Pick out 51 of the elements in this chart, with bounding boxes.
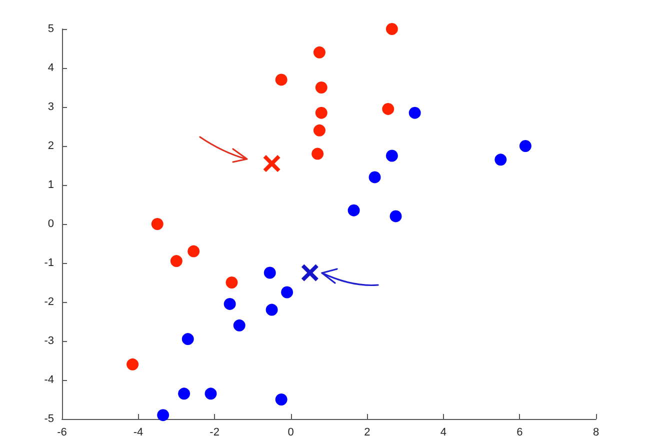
y-tick-label: -4 <box>44 374 54 386</box>
point <box>390 210 402 222</box>
x-tick-label: 4 <box>440 426 446 438</box>
point <box>313 124 326 136</box>
point <box>386 23 398 35</box>
point <box>226 276 238 288</box>
x-tick-label: 2 <box>364 426 370 438</box>
point <box>157 409 170 422</box>
point <box>368 171 381 184</box>
point <box>263 155 280 172</box>
point <box>275 394 288 406</box>
y-tick-label: 4 <box>48 62 54 74</box>
y-tick-label: 3 <box>48 101 54 113</box>
y-tick-label: -3 <box>44 335 54 347</box>
x-tick-label: -6 <box>57 426 67 438</box>
point <box>178 388 190 400</box>
point <box>312 148 324 160</box>
point <box>182 333 194 346</box>
point <box>519 140 532 152</box>
point <box>233 319 246 332</box>
point <box>386 150 398 162</box>
point <box>315 106 328 119</box>
y-tick-label: -2 <box>44 296 54 308</box>
point <box>382 102 394 115</box>
y-tick-label: -1 <box>44 257 54 269</box>
point <box>348 204 360 216</box>
point <box>266 304 278 316</box>
point <box>188 245 200 258</box>
point <box>494 154 507 166</box>
point <box>281 286 294 298</box>
point <box>408 106 421 119</box>
point <box>275 74 288 86</box>
y-tick-label: -5 <box>44 413 54 425</box>
y-tick-label: 0 <box>48 218 54 230</box>
point <box>313 46 326 58</box>
point <box>264 266 276 279</box>
point <box>151 218 164 230</box>
y-tick-label: 5 <box>48 23 54 35</box>
point <box>170 255 182 268</box>
x-tick-label: 0 <box>288 426 294 438</box>
x-tick-label: -4 <box>133 426 144 438</box>
point <box>204 388 217 400</box>
x-tick-label: 8 <box>592 426 600 438</box>
point <box>224 298 236 310</box>
point <box>126 358 139 370</box>
x-tick-label: -2 <box>210 426 220 438</box>
x-tick-label: 6 <box>516 426 523 438</box>
y-tick-label: 2 <box>48 140 54 152</box>
y-tick-label: 1 <box>48 179 54 191</box>
point <box>315 82 328 94</box>
point <box>301 264 318 282</box>
